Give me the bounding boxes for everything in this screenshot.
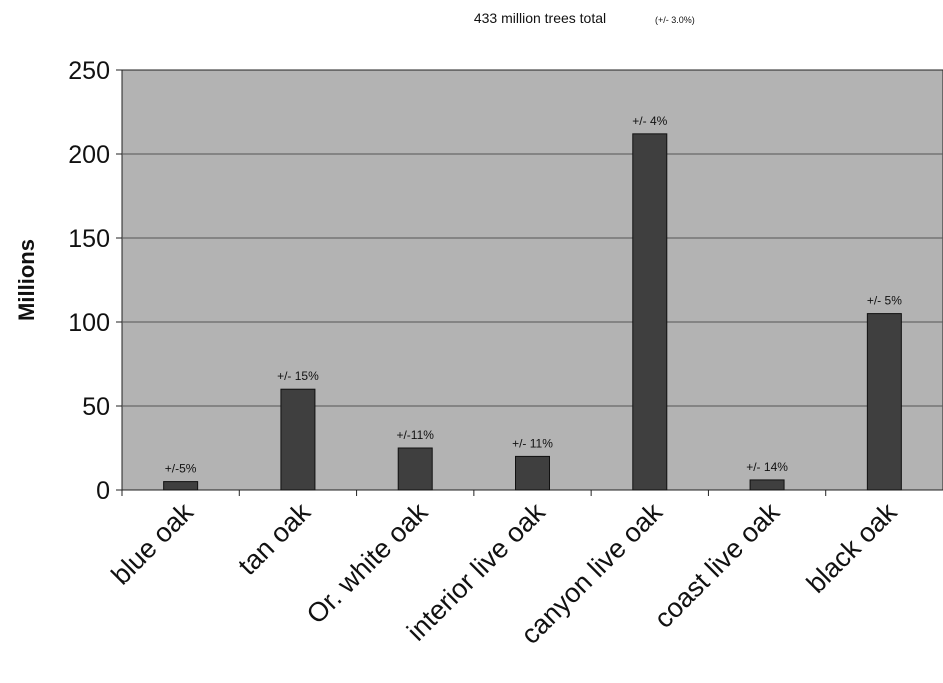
x-tick-label: black oak [801, 497, 903, 599]
y-tick-label: 200 [68, 141, 110, 169]
y-axis-ticks: 0 50 100 150 200 250 [68, 57, 122, 505]
data-label: +/- 14% [746, 460, 788, 474]
bar-coast-live-oak [749, 479, 785, 491]
data-label: +/- 5% [867, 294, 902, 308]
plot-area [121, 69, 943, 491]
y-tick-label: 250 [68, 57, 110, 85]
y-axis-label: Millions [14, 239, 39, 321]
data-label: +/- 4% [632, 114, 667, 128]
data-label: +/- 11% [512, 436, 553, 450]
bar-or-white-oak [397, 447, 433, 491]
y-tick-label: 0 [96, 477, 110, 505]
y-tick-label: 150 [68, 225, 110, 253]
chart-title: 433 million trees total [474, 10, 606, 26]
bars [163, 133, 902, 491]
x-tick-label: blue oak [105, 497, 199, 591]
y-tick-label: 50 [82, 393, 110, 421]
data-labels: +/-5% +/- 15% +/-11% +/- 11% +/- 4% +/- 14% +/… [165, 114, 902, 476]
x-tick-label: tan oak [232, 497, 316, 581]
bar-blue-oak [163, 481, 199, 491]
bar-black-oak [866, 313, 902, 491]
data-label: +/-11% [396, 428, 434, 442]
bar-tan-oak [280, 388, 316, 491]
data-label: +/- 15% [277, 369, 319, 383]
x-tick-label: Or. white oak [301, 497, 434, 630]
x-tick-label: coast live oak [648, 497, 785, 634]
chart-subtitle: (+/- 3.0%) [655, 15, 695, 25]
data-label: +/-5% [165, 462, 197, 476]
y-tick-label: 100 [68, 309, 110, 337]
bar-canyon-live-oak [632, 133, 668, 491]
bar-interior-live-oak [515, 455, 550, 491]
gridlines [122, 153, 943, 407]
